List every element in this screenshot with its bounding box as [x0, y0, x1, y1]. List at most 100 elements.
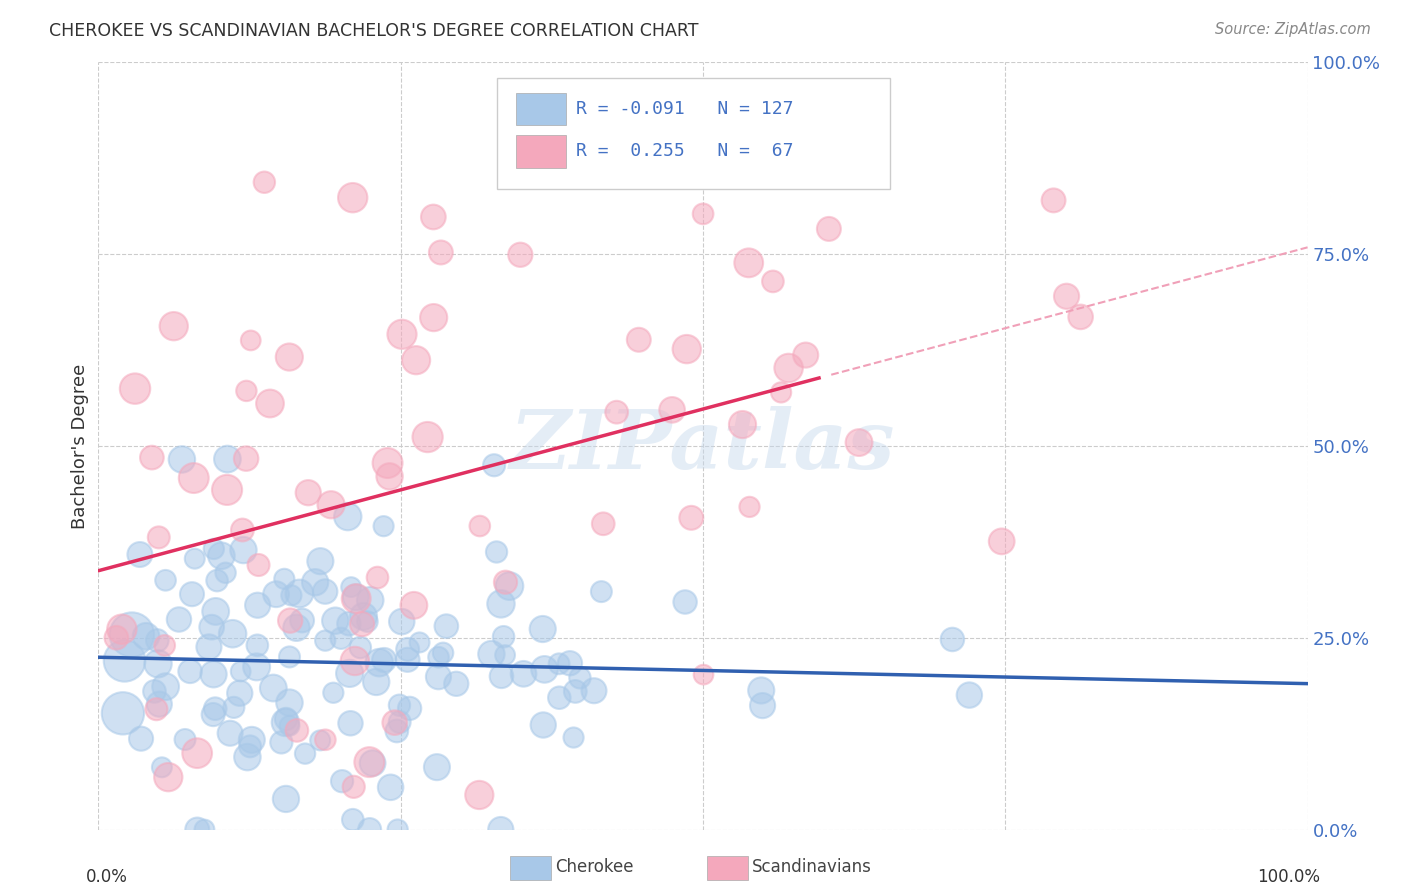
Point: [141, 450, 163, 465]
Point: [591, 584, 613, 599]
Point: [380, 780, 402, 795]
Point: [398, 701, 420, 715]
Point: [408, 635, 430, 649]
Point: [512, 666, 534, 681]
Point: [770, 385, 793, 400]
Point: [352, 617, 374, 632]
Point: [396, 653, 419, 667]
Point: [344, 591, 367, 606]
Point: [957, 688, 980, 702]
Text: Scandinavians: Scandinavians: [752, 858, 872, 876]
Point: [353, 609, 375, 624]
Point: [204, 701, 226, 715]
Point: [280, 588, 302, 602]
Point: [314, 633, 336, 648]
Point: [157, 770, 180, 784]
Point: [193, 822, 215, 837]
Point: [531, 622, 554, 636]
Point: [1042, 194, 1064, 208]
Point: [391, 615, 413, 629]
Point: [270, 735, 292, 749]
Point: [359, 593, 381, 607]
Point: [848, 435, 870, 450]
Point: [373, 519, 395, 533]
Point: [264, 587, 287, 601]
Point: [214, 566, 236, 580]
Text: CHEROKEE VS SCANDINAVIAN BACHELOR'S DEGREE CORRELATION CHART: CHEROKEE VS SCANDINAVIAN BACHELOR'S DEGR…: [49, 22, 699, 40]
Point: [246, 660, 269, 674]
Point: [253, 175, 276, 189]
Point: [285, 621, 308, 635]
Point: [146, 633, 169, 648]
Point: [673, 595, 696, 609]
Point: [388, 714, 411, 729]
Point: [239, 739, 262, 754]
Text: 0.0%: 0.0%: [86, 868, 128, 886]
Point: [330, 774, 353, 789]
Point: [114, 654, 136, 668]
Point: [148, 530, 170, 544]
Point: [235, 451, 257, 466]
Point: [129, 731, 152, 746]
Point: [1070, 310, 1092, 324]
Point: [291, 614, 314, 628]
Point: [794, 348, 817, 362]
Point: [941, 632, 963, 647]
Point: [681, 511, 703, 525]
Point: [278, 350, 301, 364]
Point: [236, 750, 259, 764]
Point: [434, 619, 457, 633]
Point: [627, 333, 650, 347]
Point: [124, 382, 146, 396]
Point: [489, 597, 512, 611]
Point: [359, 822, 381, 837]
Point: [422, 210, 444, 224]
Text: ZIPatlas: ZIPatlas: [510, 406, 896, 486]
Point: [359, 755, 381, 769]
Point: [548, 690, 571, 705]
Text: R =  0.255   N =  67: R = 0.255 N = 67: [576, 142, 793, 160]
Point: [482, 458, 505, 473]
Point: [396, 642, 419, 657]
Point: [498, 579, 520, 593]
Point: [385, 723, 408, 738]
Point: [297, 485, 319, 500]
Point: [485, 545, 508, 559]
Point: [319, 498, 342, 512]
Point: [111, 622, 134, 636]
Point: [167, 613, 190, 627]
Point: [274, 712, 297, 726]
Point: [489, 822, 512, 837]
Point: [274, 715, 297, 730]
Point: [339, 716, 361, 731]
Point: [201, 620, 224, 634]
Point: [235, 384, 257, 398]
Point: [339, 666, 361, 681]
Point: [468, 519, 491, 533]
Point: [368, 656, 391, 670]
Text: Cherokee: Cherokee: [555, 858, 634, 876]
Point: [495, 575, 517, 590]
Point: [323, 614, 346, 628]
Point: [356, 615, 378, 629]
Point: [468, 788, 491, 802]
Point: [564, 684, 586, 698]
Point: [762, 274, 785, 288]
Point: [285, 723, 308, 738]
Point: [373, 653, 395, 667]
Point: [388, 698, 411, 713]
Point: [422, 310, 444, 325]
Point: [990, 534, 1012, 549]
Point: [336, 509, 359, 524]
Point: [349, 640, 371, 655]
Point: [288, 586, 311, 600]
Point: [204, 604, 226, 618]
Point: [427, 650, 450, 665]
Point: [531, 718, 554, 732]
Point: [405, 353, 427, 368]
Point: [558, 657, 581, 671]
Point: [343, 780, 366, 794]
Text: Source: ZipAtlas.com: Source: ZipAtlas.com: [1215, 22, 1371, 37]
FancyBboxPatch shape: [498, 78, 890, 189]
FancyBboxPatch shape: [516, 136, 567, 168]
